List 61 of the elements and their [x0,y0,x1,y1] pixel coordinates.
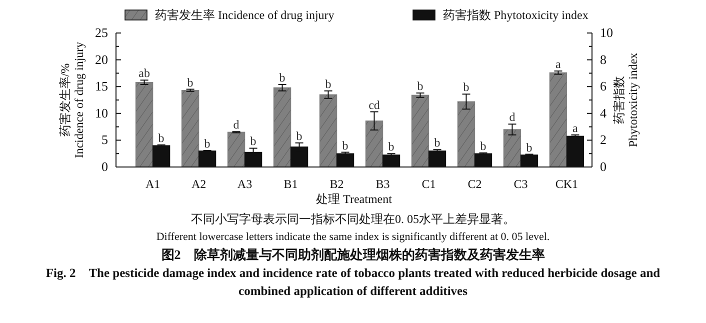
bar [411,94,430,168]
y2-tick-label: 6 [600,78,607,94]
x-tick-label: A1 [145,177,160,191]
x-axis-title: 处理 Treatment [316,192,393,206]
y2-tick-label: 8 [600,52,606,67]
text: Different lowercase letters indicate the same index is significantly different at 0. 05 level. [155,230,551,245]
data-label: b [388,140,394,154]
bar [503,129,522,168]
data-label: ab [138,66,150,80]
data-label: a [556,57,562,72]
y-tick-label: 10 [95,105,108,120]
y2-tick-label: 2 [600,132,606,148]
bar [365,120,384,168]
data-label: b [434,136,440,150]
data-label: b [279,70,286,84]
data-label: d [233,118,240,132]
x-tick-label: C2 [468,177,482,191]
caption: Fig. 2 The pesticide damage index and incidence rate of tobacco plants treated with reduced herbicide dosage and combined application of different additives [44,265,662,300]
data-label: b [463,80,470,94]
y-tick-label: 15 [95,78,108,94]
legend-label: 药害发生率 Incidence of drug injury [155,8,334,22]
x-tick-label: A3 [237,177,252,191]
data-label: a [572,120,579,135]
x-tick-label: B3 [376,177,390,191]
data-label: b [250,134,256,148]
y2-axis-title: 药害指数 Phytotoxicity index [612,52,640,148]
bar [135,82,154,168]
data-label: b [204,136,210,151]
bar [227,132,246,168]
x-tick-label: A2 [191,177,206,191]
bar [319,94,338,168]
data-label: b [526,140,532,154]
x-tick-label: C1 [422,177,436,191]
data-label: b [325,76,332,91]
x-tick-label: B2 [330,177,344,191]
legend-label: 药害指数 Phytotoxicity index [443,8,588,22]
y-tick-label: 20 [95,52,108,67]
caption: 图2 除草剂减量与不同助剂配施处理烟株的药害指数及药害发生率 [160,246,546,264]
bar [273,87,292,168]
text: 不同小写字母表示同一指标不同处理在0. 05水平上差异显著。 [190,211,516,228]
y2-tick-label: 0 [600,159,606,174]
bar [181,90,200,168]
data-label: b [158,130,164,145]
y-tick-label: 0 [102,159,108,174]
y-tick-label: 5 [102,132,108,148]
y-tick-label: 25 [95,25,108,40]
x-tick-label: CK1 [555,177,578,191]
bar [549,72,568,168]
bar [457,101,476,168]
y2-tick-label: 10 [600,25,613,40]
data-label: cd [368,98,380,112]
data-label: b [296,128,302,143]
x-tick-label: B1 [284,177,298,191]
data-label: b [187,75,194,90]
data-label: b [417,79,424,94]
y2-tick-label: 4 [600,105,607,120]
y-axis-title: 药害发生率/% Incidence of drug injury [58,42,86,158]
data-label: b [342,138,348,152]
x-tick-label: C3 [514,177,528,191]
data-label: b [480,138,486,153]
data-label: d [509,110,516,124]
